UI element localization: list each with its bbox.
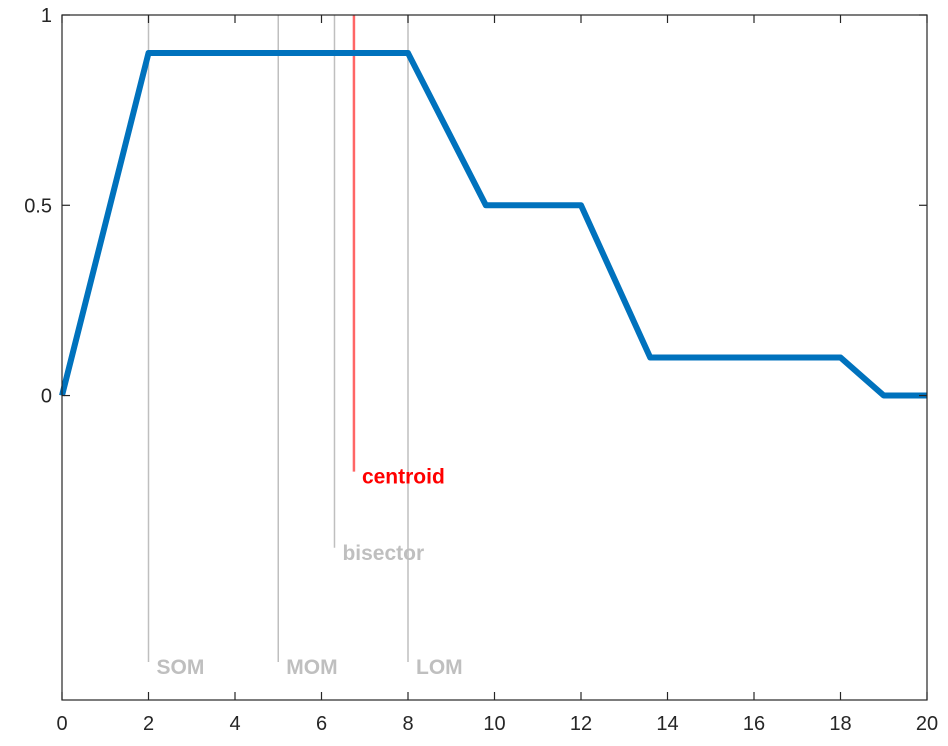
tick-labels: 0 2 4 6 8 10 12 14 16 18 20 0 0.5 1 [24,5,938,735]
annotation-layer [147,15,409,662]
annotation-label-bisector: bisector [342,542,424,565]
x-tick-label: 20 [916,713,938,735]
annotation-labels: SOM MOM bisector centroid LOM [157,466,463,679]
x-tick-label: 16 [743,713,765,735]
x-tick-label: 18 [829,713,851,735]
x-tick-label: 2 [143,713,154,735]
y-tick-label: 0.5 [24,195,52,217]
x-tick-label: 4 [229,713,240,735]
x-tick-label: 0 [56,713,67,735]
x-tick-label: 10 [483,713,505,735]
y-tick-label: 1 [41,5,52,27]
annotation-label-MOM: MOM [286,656,337,679]
x-tick-label: 12 [570,713,592,735]
annotation-label-centroid: centroid [362,466,445,489]
x-tick-label: 8 [402,713,413,735]
x-tick-label: 14 [656,713,678,735]
series-line-0 [59,50,927,399]
x-tick-label: 6 [316,713,327,735]
series-layer [59,50,927,399]
annotation-label-LOM: LOM [416,656,463,679]
annotation-label-SOM: SOM [157,656,205,679]
y-tick-label: 0 [41,386,52,408]
axes [61,14,928,701]
